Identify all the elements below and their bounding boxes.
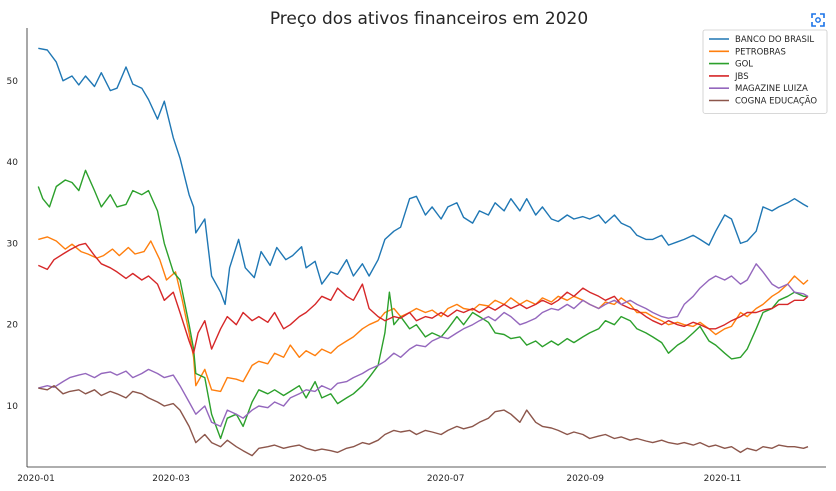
chart-title: Preço dos ativos financeiros em 2020: [270, 9, 588, 29]
series-line-magazine-luiza: [38, 263, 809, 428]
y-tick-label: 20: [7, 321, 19, 331]
legend-label: COGNA EDUCAÇÃO: [735, 96, 817, 107]
legend-label: JBS: [734, 72, 749, 82]
series-line-cogna-educacao: [38, 385, 809, 457]
legend-box: [702, 29, 828, 114]
axes: 10 20 30 40 50 2020-01 2020-03 2020-05 2020-07 20…: [7, 28, 826, 484]
series-line-jbs: [38, 242, 809, 354]
legend-label: PETROBRAS: [735, 47, 786, 57]
series-line-gol: [37, 169, 808, 440]
y-tick-label: 30: [7, 239, 19, 249]
y-tick-label: 10: [7, 402, 19, 412]
legend-label: MAGAZINE LUIZA: [735, 84, 808, 94]
series-line-petrobras: [38, 236, 809, 393]
x-tick-label: 2020-03: [152, 474, 190, 484]
x-tick-label: 2020-07: [427, 474, 465, 484]
x-tick-label: 2020-05: [290, 474, 328, 484]
x-tick-label: 2020-09: [566, 474, 604, 484]
legend-label: BANCO DO BRASIL: [735, 35, 814, 45]
zoom-fit-icon[interactable]: [810, 12, 826, 28]
series-line-banco-do-brasil: [38, 47, 809, 306]
x-tick-label: 2020-11: [704, 474, 742, 484]
y-tick-label: 50: [7, 77, 19, 87]
plot-area: [37, 47, 809, 457]
legend: BANCO DO BRASIL PETROBRAS GOL JBS MAGAZINE L…: [702, 29, 828, 114]
legend-label: GOL: [735, 60, 753, 70]
y-tick-label: 40: [7, 158, 19, 168]
x-tick-label: 2020-01: [17, 474, 55, 484]
